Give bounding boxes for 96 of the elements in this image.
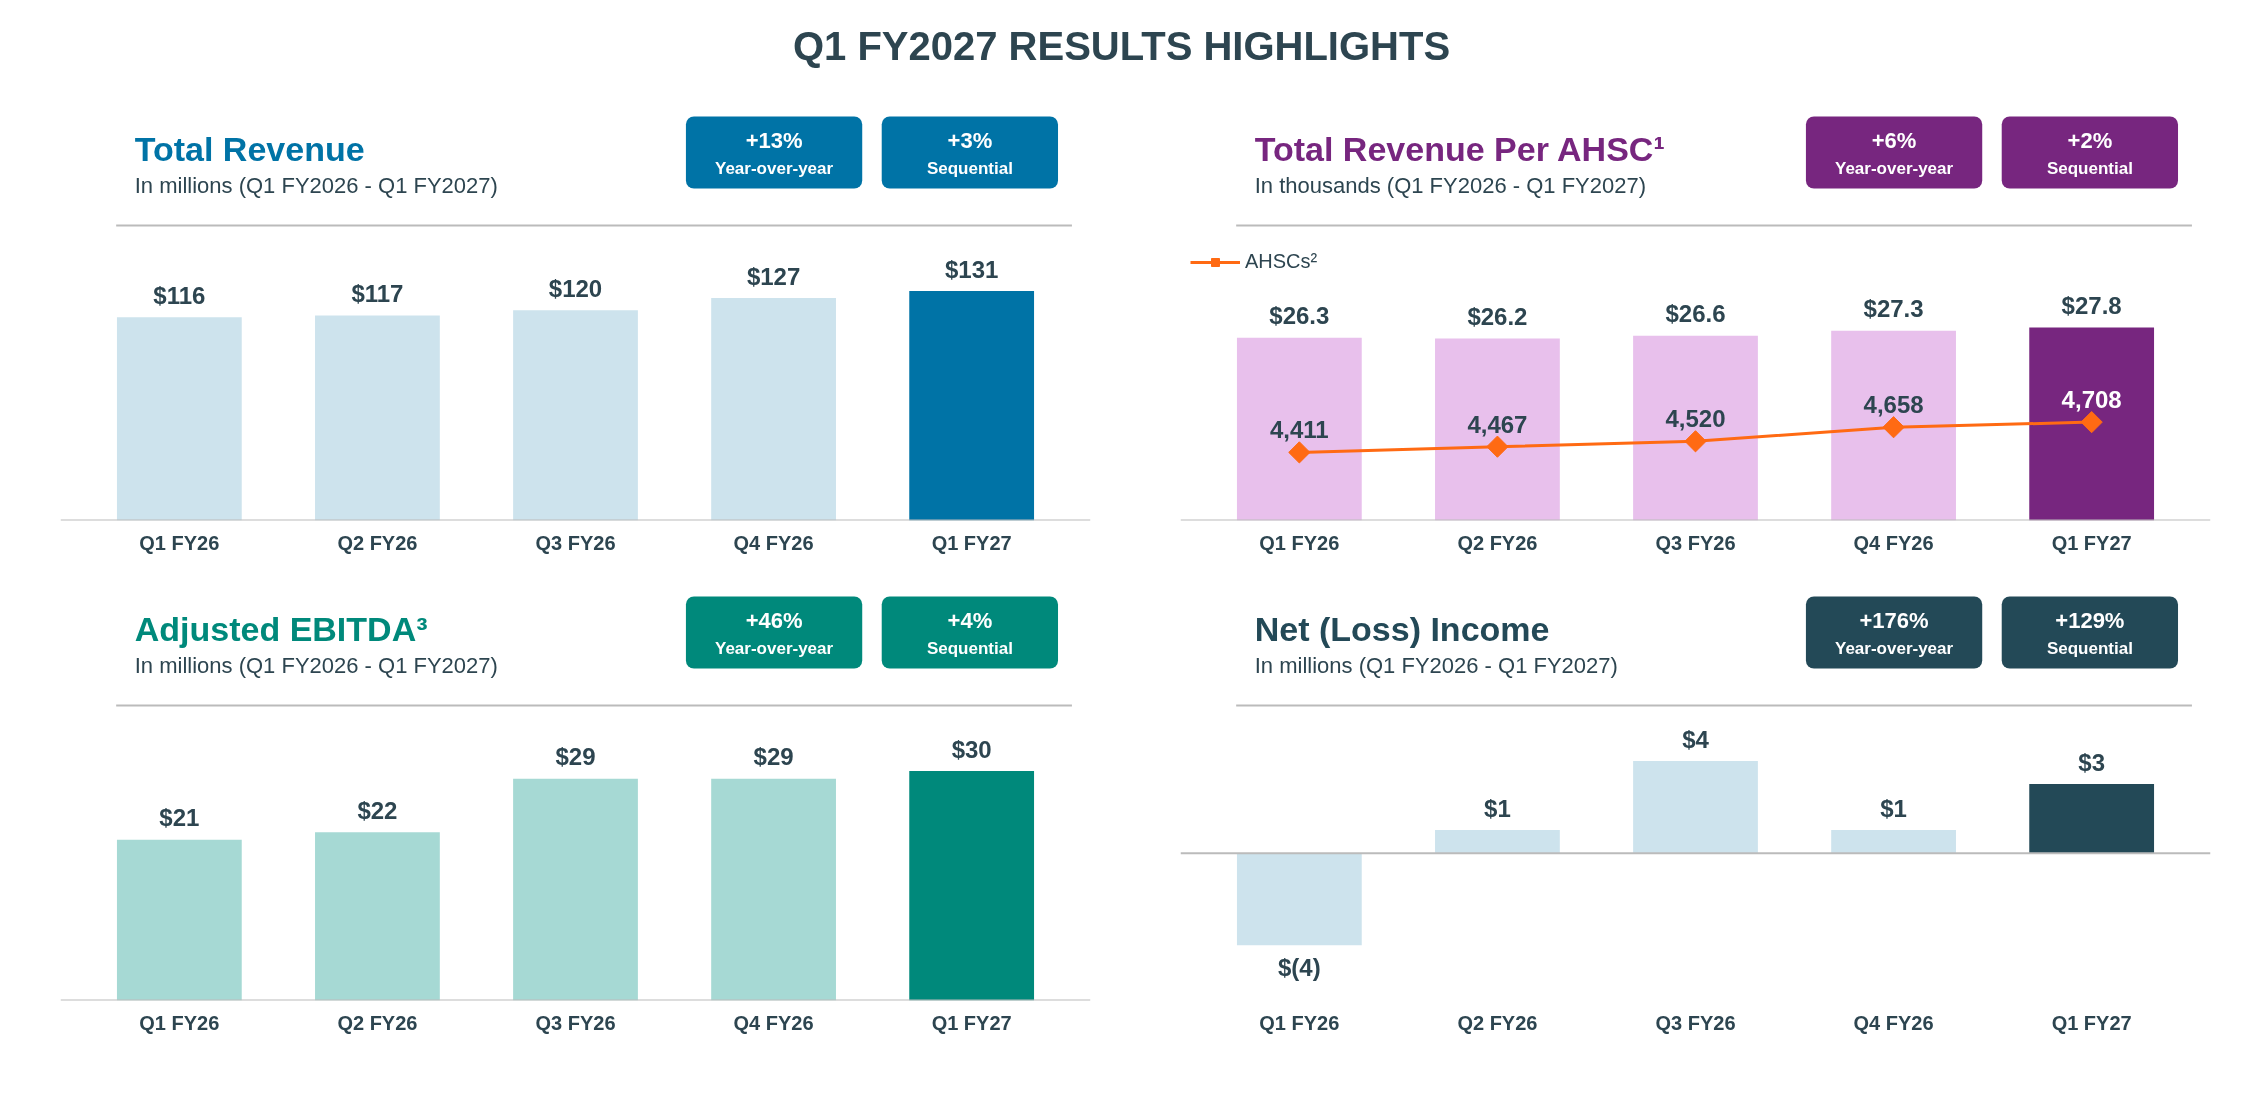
point (1486, 435, 1509, 458)
x-tick-label: Q2 FY26 (337, 1011, 418, 1034)
x-tick-label: Q2 FY26 (1457, 1011, 1538, 1034)
bar (1236, 853, 1362, 946)
data-label: $30 (951, 735, 992, 763)
bar (315, 315, 440, 521)
chart-subtitle: In thousands (Q1 FY2026 - Q1 FY2027) (1254, 173, 1647, 198)
bar (315, 832, 440, 1001)
text: Year-over-year (1835, 159, 1954, 178)
data-label: $1 (1484, 794, 1511, 822)
x-tick-label: Q4 FY26 (1853, 1011, 1934, 1034)
bar (711, 298, 836, 521)
text: +13% (745, 128, 803, 153)
chart-title: Total Revenue Per AHSC¹ (1254, 129, 1665, 168)
x-tick-label: Q3 FY26 (1655, 1011, 1736, 1034)
x-tick-label: Q4 FY26 (733, 1011, 814, 1034)
text: +6% (1871, 128, 1917, 153)
x-tick-label: Q2 FY26 (1457, 531, 1538, 554)
bar (2029, 327, 2155, 521)
chart-title: Total Revenue (134, 129, 365, 168)
x-tick-label: Q4 FY26 (1853, 531, 1934, 554)
x-tick-label: Q1 FY26 (139, 1011, 220, 1034)
point (1684, 430, 1707, 453)
data-label: $29 (555, 743, 596, 771)
point (1288, 441, 1311, 464)
text: Sequential (926, 639, 1013, 658)
text: +4% (947, 608, 993, 633)
bar (513, 778, 638, 1001)
x-tick-label: Q1 FY26 (1259, 531, 1340, 554)
text: Sequential (926, 159, 1013, 178)
data-label: $27.3 (1863, 295, 1924, 323)
data-label: $127 (746, 262, 801, 290)
data-label: $(4) (1278, 953, 1321, 981)
x-tick-label: Q1 FY26 (139, 531, 220, 554)
data-label: 4,658 (1863, 391, 1924, 419)
bar (909, 290, 1035, 521)
bar (1236, 337, 1362, 521)
text: +2% (2067, 128, 2113, 153)
x-tick-label: Q1 FY27 (2051, 1011, 2132, 1034)
bar (1633, 335, 1758, 521)
text: Sequential (2046, 159, 2133, 178)
chart-subtitle: In millions (Q1 FY2026 - Q1 FY2027) (134, 173, 498, 198)
bar (1435, 338, 1560, 521)
x-tick-label: Q1 FY27 (931, 1011, 1012, 1034)
text: +176% (1859, 608, 1929, 633)
bar (909, 770, 1035, 1001)
bar (1633, 761, 1758, 854)
data-label: 4,520 (1665, 405, 1726, 433)
data-label: $26.2 (1467, 303, 1528, 331)
data-label: $131 (944, 255, 999, 283)
data-label: 4,467 (1467, 410, 1528, 438)
point (2080, 411, 2103, 434)
data-label: $29 (753, 743, 794, 771)
chart-subtitle: In millions (Q1 FY2026 - Q1 FY2027) (134, 653, 498, 678)
text: Year-over-year (715, 639, 834, 658)
chart-subtitle: In millions (Q1 FY2026 - Q1 FY2027) (1254, 653, 1618, 678)
data-label: 4,708 (2061, 386, 2122, 414)
text: Q1 FY2027 RESULTS HIGHLIGHTS (792, 23, 1451, 68)
bar (1435, 830, 1560, 854)
point (1882, 416, 1905, 439)
data-label: $22 (357, 796, 398, 824)
x-tick-label: Q1 FY27 (2051, 531, 2132, 554)
data-label: $4 (1682, 725, 1710, 753)
x-tick-label: Q3 FY26 (535, 531, 616, 554)
data-label: $116 (153, 281, 206, 309)
bar (116, 317, 242, 521)
text: Year-over-year (1835, 639, 1954, 658)
data-label: $120 (548, 274, 603, 302)
chart-title: Adjusted EBITDA³ (134, 609, 428, 648)
data-label: $117 (351, 280, 404, 308)
bar (513, 310, 638, 521)
x-tick-label: Q1 FY26 (1259, 1011, 1340, 1034)
data-label: $26.3 (1269, 302, 1330, 330)
x-tick-label: Q4 FY26 (733, 531, 814, 554)
data-label: 4,411 (1269, 416, 1329, 444)
data-label: $3 (2078, 748, 2106, 776)
chart-title: Net (Loss) Income (1254, 609, 1550, 648)
text: +3% (947, 128, 993, 153)
data-label: $26.6 (1665, 300, 1726, 328)
bar (116, 839, 242, 1001)
x-tick-label: Q3 FY26 (535, 1011, 616, 1034)
text: +129% (2055, 608, 2125, 633)
text: +46% (745, 608, 803, 633)
data-label: $27.8 (2061, 292, 2122, 319)
bar (1831, 330, 1956, 521)
bar (711, 778, 836, 1001)
data-label: $1 (1880, 794, 1907, 822)
text: Year-over-year (715, 159, 834, 178)
text: Sequential (2046, 639, 2133, 658)
x-tick-label: Q1 FY27 (931, 531, 1012, 554)
data-label: $21 (159, 804, 200, 832)
bar (2029, 784, 2155, 854)
bar (1831, 830, 1956, 854)
x-tick-label: Q3 FY26 (1655, 531, 1736, 554)
legend-label: AHSCs² (1245, 250, 1318, 273)
x-tick-label: Q2 FY26 (337, 531, 418, 554)
